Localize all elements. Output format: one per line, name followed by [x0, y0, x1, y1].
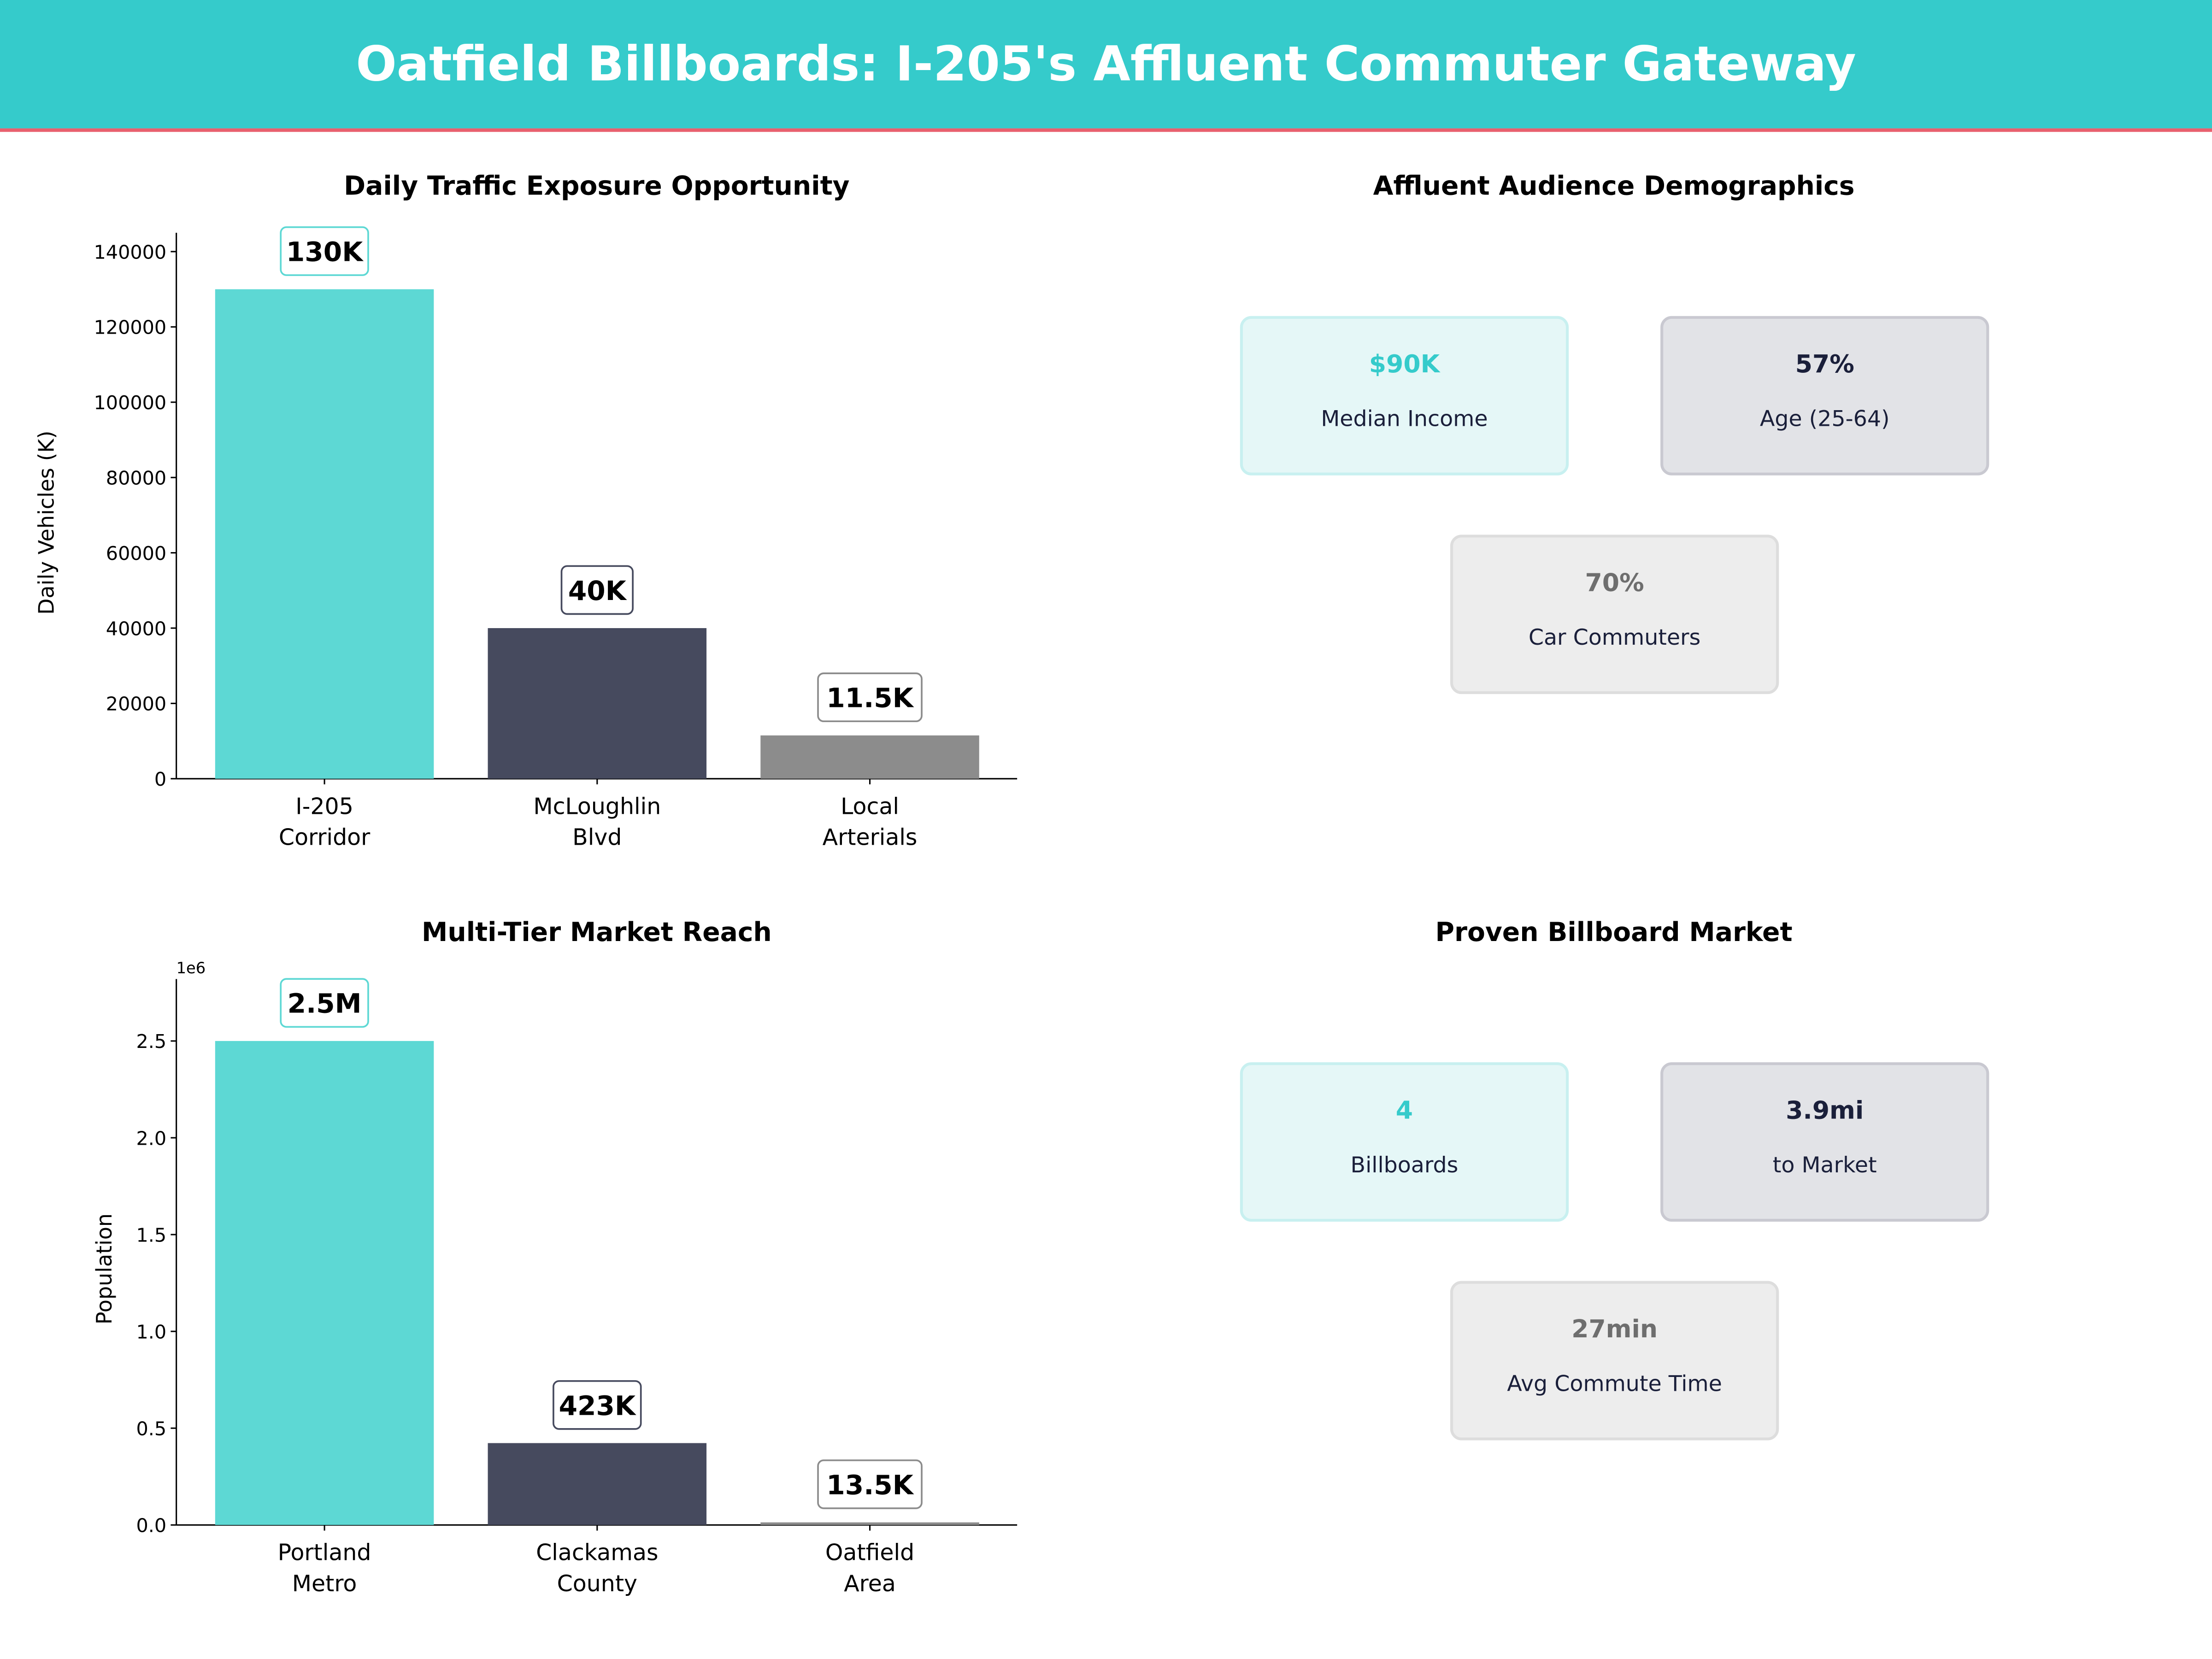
y-tick-label: 80000 — [106, 467, 166, 489]
card-background — [1450, 535, 1779, 694]
metric-label: Avg Commute Time — [1507, 1371, 1722, 1396]
data-label-box — [817, 672, 923, 723]
metrics-panel-2: Proven Billboard Market 4 Billboards 3.9mi t… — [1240, 917, 1989, 1441]
x-tick-label: Blvd — [572, 824, 622, 851]
card-background — [1450, 1281, 1779, 1441]
y-tick-label: 2.0 — [136, 1127, 167, 1149]
metric-label: Age (25-64) — [1760, 406, 1890, 431]
x-tick-label: Clackamas — [536, 1540, 658, 1566]
x-tick-label: County — [557, 1571, 637, 1597]
metric-label: Billboards — [1351, 1153, 1459, 1178]
metric-value: $90K — [1369, 349, 1441, 378]
data-label: 423K — [559, 1390, 636, 1421]
data-label: 130K — [286, 236, 364, 267]
data-label: 40K — [568, 575, 627, 606]
y-axis-label: Daily Vehicles (K) — [34, 431, 59, 615]
x-tick-label: Arterials — [823, 824, 918, 851]
data-label: 11.5K — [826, 682, 914, 714]
metric-label: Car Commuters — [1529, 625, 1700, 650]
chart-title: Daily Traffic Exposure Opportunity — [344, 171, 849, 201]
card-background — [1660, 316, 1989, 476]
x-tick-label: Oatfield — [825, 1540, 914, 1566]
y-tick-label: 1.0 — [136, 1321, 167, 1343]
data-label: 13.5K — [826, 1469, 914, 1500]
data-label-box — [560, 565, 634, 615]
axis-offset-text: 1e6 — [176, 959, 206, 977]
data-label-box — [553, 1380, 642, 1430]
y-tick-label: 0.0 — [136, 1514, 167, 1536]
metric-value: 27min — [1571, 1314, 1658, 1343]
bar — [760, 735, 979, 779]
y-tick-label: 40000 — [106, 618, 166, 640]
bar — [215, 1041, 434, 1525]
card-background — [1240, 316, 1569, 476]
bar — [760, 1522, 979, 1525]
chart-title: Multi-Tier Market Reach — [422, 917, 772, 947]
x-tick-label: I-205 — [295, 793, 353, 819]
y-tick-label: 60000 — [106, 542, 166, 565]
metric-card: 27min Avg Commute Time — [1450, 1281, 1779, 1441]
page-title: Oatfield Billboards: I-205's Affluent Co… — [356, 35, 1856, 92]
metric-value: 70% — [1585, 568, 1644, 597]
header-accent-line — [0, 128, 2212, 132]
y-axis-label: Population — [92, 1213, 117, 1324]
y-tick-label: 1.5 — [136, 1224, 167, 1246]
metric-value: 57% — [1795, 349, 1854, 378]
bar-chart-2: Multi-Tier Market Reach 0.0 0.5 1.0 1.5 2.0 2.… — [92, 917, 1018, 1597]
data-label-box — [817, 1459, 923, 1509]
card-background — [1240, 1062, 1569, 1222]
y-tick-label: 100000 — [94, 392, 167, 414]
metric-label: to Market — [1773, 1153, 1877, 1178]
bar — [488, 628, 707, 779]
y-tick-label: 20000 — [106, 693, 166, 715]
y-tick-label: 0.5 — [136, 1418, 167, 1440]
bar — [488, 1443, 707, 1525]
header-bar — [0, 0, 2212, 129]
data-label-box — [280, 226, 369, 276]
data-label-box — [280, 978, 369, 1028]
bar-chart-1: Daily Traffic Exposure Opportunity 0 20000… — [34, 171, 1018, 851]
y-tick-label: 0 — [154, 768, 166, 790]
metric-value: 4 — [1396, 1096, 1413, 1125]
x-tick-label: Area — [844, 1571, 896, 1597]
metric-label: Median Income — [1321, 406, 1488, 431]
panel-title: Proven Billboard Market — [1435, 917, 1793, 947]
y-tick-label: 120000 — [94, 317, 167, 339]
metric-card: 3.9mi to Market — [1660, 1062, 1989, 1222]
metric-card: 70% Car Commuters — [1450, 535, 1779, 694]
x-tick-label: Local — [841, 793, 899, 819]
y-tick-label: 2.5 — [136, 1030, 167, 1053]
x-tick-label: Portland — [278, 1540, 371, 1566]
bar — [215, 289, 434, 779]
x-tick-label: Corridor — [279, 824, 371, 851]
metric-card: 4 Billboards — [1240, 1062, 1569, 1222]
panel-title: Affluent Audience Demographics — [1373, 171, 1855, 201]
metrics-panel-1: Affluent Audience Demographics $90K Median… — [1240, 171, 1989, 694]
y-tick-label: 140000 — [94, 241, 167, 263]
metric-card: 57% Age (25-64) — [1660, 316, 1989, 476]
metric-value: 3.9mi — [1786, 1096, 1864, 1125]
data-label: 2.5M — [288, 988, 362, 1019]
x-tick-label: Metro — [292, 1571, 357, 1597]
x-tick-label: McLoughlin — [533, 793, 661, 819]
metric-card: $90K Median Income — [1240, 316, 1569, 476]
card-background — [1660, 1062, 1989, 1222]
